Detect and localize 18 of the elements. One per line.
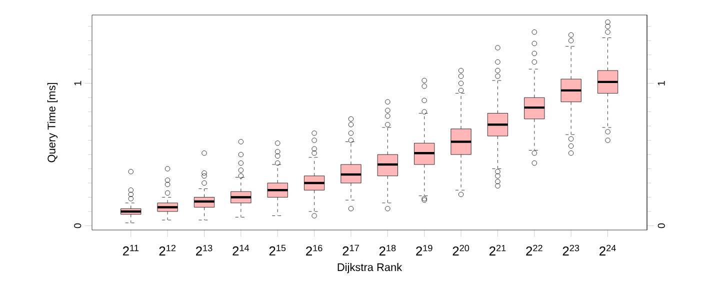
x-tick-label: 2$^{20}$ — [452, 244, 470, 256]
y-axis-title: Query Time [ms] — [47, 83, 58, 162]
x-tick-label: 2$^{19}$ — [416, 244, 432, 256]
x-tick-label: 2$^{14}$ — [232, 244, 250, 256]
x-tick-label: 2$^{11}$ — [122, 244, 138, 256]
x-tick-label: 2$^{23}$ — [562, 244, 580, 256]
x-tick-label: 2$^{24}$ — [600, 244, 616, 256]
x-tick-label: 2$^{21}$ — [489, 244, 506, 256]
x-tick-label: 2$^{18}$ — [379, 244, 396, 256]
x-tick-label: 2$^{12}$ — [159, 244, 176, 256]
y2-tick-label: 0 — [658, 223, 665, 228]
x-tick-label: 2$^{15}$ — [269, 244, 286, 256]
x-tick-label: 2$^{13}$ — [196, 244, 212, 256]
x-tick-label: 2$^{17}$ — [342, 244, 359, 256]
x-tick-label: 2$^{16}$ — [306, 244, 322, 256]
x-axis-title: Dijkstra Rank — [338, 263, 402, 274]
x-tick-label: 2$^{22}$ — [526, 244, 542, 256]
y2-tick-label: 1 — [658, 81, 665, 86]
